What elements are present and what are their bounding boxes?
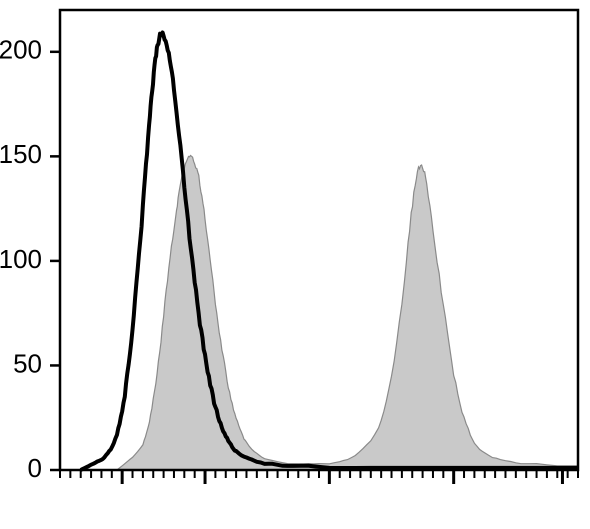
ytick-label: 100 [0,244,42,274]
histogram-chart: 0 50 100 150 200 [0,0,590,529]
ytick-label: 0 [28,453,42,483]
ytick-label: 50 [13,348,42,378]
ytick-label: 200 [0,35,42,65]
ytick-label: 150 [0,139,42,169]
chart-svg: 0 50 100 150 200 [0,0,590,529]
